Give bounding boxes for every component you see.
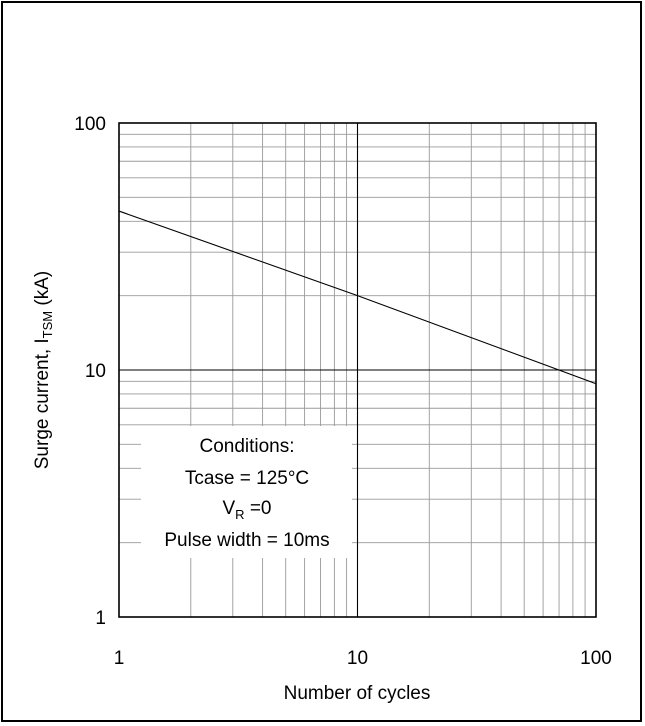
x-tick-labels: 1 10 100 [114,648,612,669]
x-axis-title: Number of cycles [284,683,431,704]
conditions-tcase: Tcase = 125°C [185,468,309,489]
grid-major [119,123,596,617]
conditions-vr: VR =0 [222,498,271,522]
surge-current-chart: Conditions: Tcase = 125°C VR =0 Pulse wi… [32,114,612,704]
vr-value: =0 [245,498,272,519]
conditions-annotation: Conditions: Tcase = 125°C VR =0 Pulse wi… [141,426,352,558]
annotation-background [141,426,352,558]
y-axis-title-suffix: (kA) [32,271,53,311]
series-layer [118,210,597,385]
x-tick-label: 10 [347,648,368,669]
y-tick-label: 10 [85,361,106,382]
x-tick-label: 1 [114,648,125,669]
conditions-title: Conditions: [199,436,294,457]
y-axis-title-subscript: TSM [40,311,55,338]
y-axis-title-prefix: Surge current, I [32,338,53,469]
y-tick-label: 1 [95,608,106,629]
y-axis-title: Surge current, ITSM (kA) [32,271,55,470]
y-tick-label: 100 [74,114,106,135]
vr-symbol: V [222,498,235,519]
vr-subscript: R [235,507,244,522]
y-tick-labels: 1 10 100 [74,114,106,629]
series-line-0 [118,210,597,385]
plot-border [118,122,597,618]
x-tick-label: 100 [580,648,612,669]
conditions-pulse: Pulse width = 10ms [164,530,329,551]
